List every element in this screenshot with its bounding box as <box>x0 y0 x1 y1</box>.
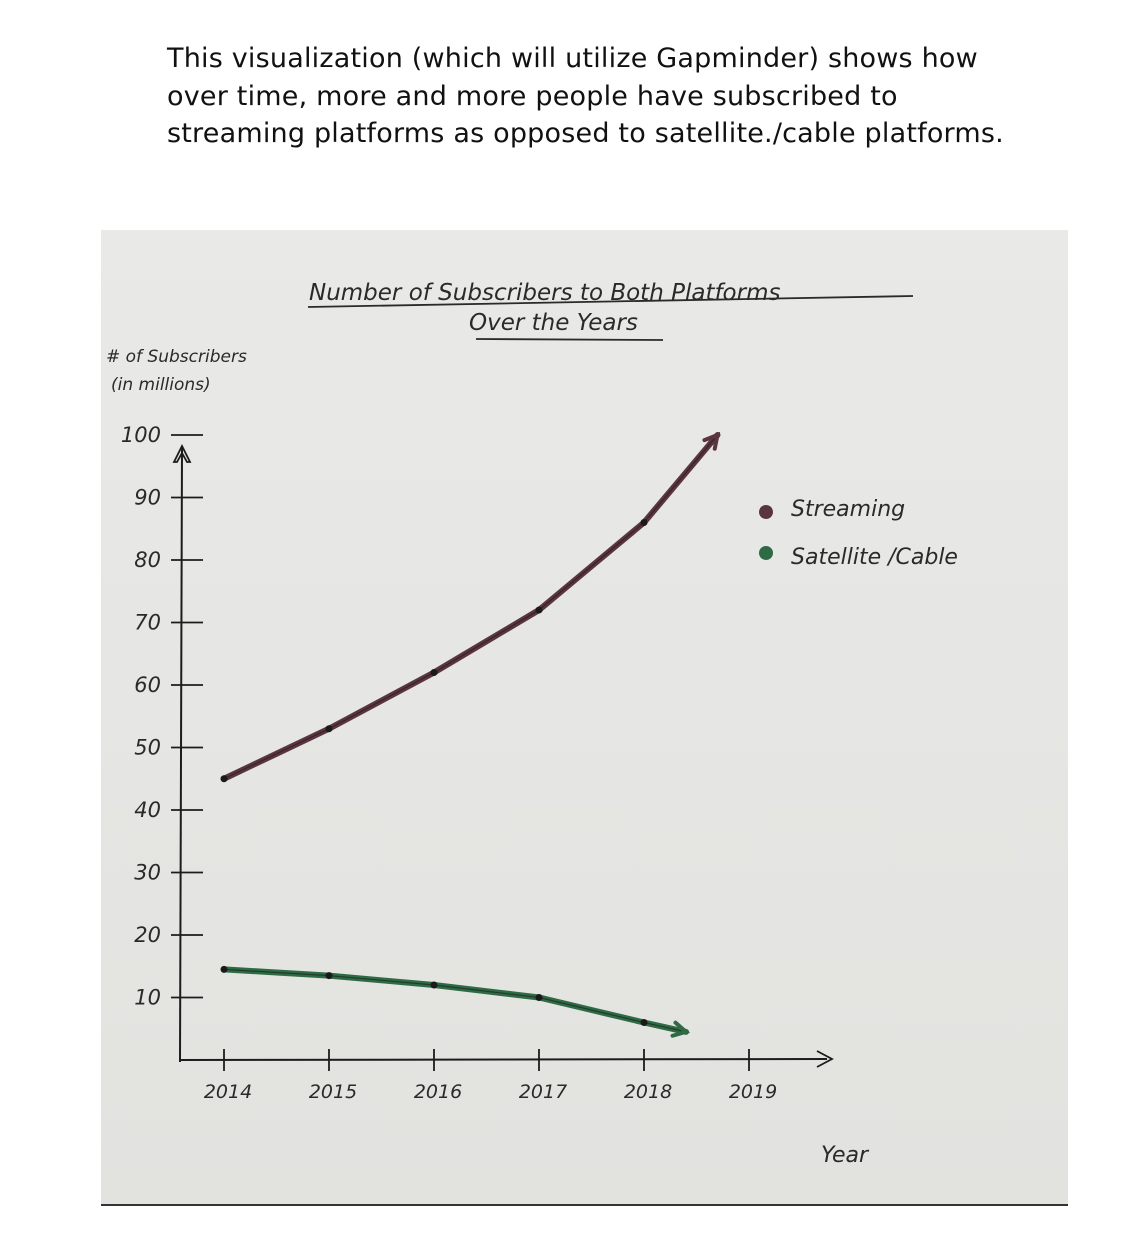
y-axis-label-line2: (in millions) <box>111 375 211 395</box>
y-tick-label-80: 80 <box>134 548 161 572</box>
x-tick-label-2017: 2017 <box>519 1081 567 1103</box>
title-underline-2 <box>475 338 664 341</box>
y-tick-label-10: 10 <box>134 986 161 1010</box>
legend-label-streaming: Streaming <box>791 497 905 522</box>
y-tick-label-100: 100 <box>121 423 161 447</box>
series-arrowhead-satellite-cable <box>670 1020 691 1038</box>
y-tick-label-40: 40 <box>134 798 161 822</box>
y-tick-label-60: 60 <box>134 673 161 697</box>
point-satellite-cable-2016 <box>430 981 438 989</box>
y-axis <box>179 447 183 1063</box>
point-streaming-2016 <box>430 669 438 676</box>
series-lines <box>220 431 721 1038</box>
point-satellite-cable-2014 <box>220 965 228 973</box>
x-axis-label: Year <box>821 1143 870 1168</box>
chart-title-line1: Number of Subscribers to Both Platforms <box>309 280 780 306</box>
x-tick-label-2018: 2018 <box>624 1081 672 1103</box>
y-tick-label-30: 30 <box>134 861 161 885</box>
y-tick-label-20: 20 <box>134 923 161 947</box>
series-arrowhead-streaming <box>702 431 721 451</box>
legend-dot-satellite-cable <box>759 546 773 560</box>
legend-label-satellite-cable: Satellite /Cable <box>791 545 958 570</box>
series-outline-streaming <box>223 434 718 780</box>
point-streaming-2014 <box>220 775 228 783</box>
x-tick-label-2015: 2015 <box>309 1081 357 1103</box>
x-axis-arrowhead <box>816 1050 834 1068</box>
legend-dot-streaming <box>759 505 773 519</box>
chart-title-line2: Over the Years <box>469 310 638 336</box>
y-tick-label-50: 50 <box>134 736 161 760</box>
title-underline-1 <box>307 295 914 308</box>
point-streaming-2015 <box>325 725 333 733</box>
point-satellite-cable-2017 <box>535 994 543 1001</box>
point-satellite-cable-2015 <box>325 972 333 980</box>
legend: Streaming Satellite /Cable <box>759 497 958 570</box>
x-ticks: 2014 2015 2016 2017 2018 2019 <box>204 1049 777 1103</box>
point-streaming-2018 <box>640 519 648 526</box>
x-axis <box>179 1058 828 1061</box>
y-ticks: 10 20 30 40 50 60 70 80 90 100 <box>121 423 203 1010</box>
chart-photo: Number of Subscribers to Both Platforms … <box>101 230 1068 1206</box>
y-tick-label-70: 70 <box>134 611 161 635</box>
y-axis-label-line1: # of Subscribers <box>106 347 247 367</box>
point-satellite-cable-2018 <box>640 1019 648 1026</box>
caption-text: This visualization (which will utilize G… <box>167 43 1004 149</box>
x-tick-label-2019: 2019 <box>729 1081 777 1103</box>
point-streaming-2017 <box>535 606 543 614</box>
y-axis-arrowhead <box>172 443 192 463</box>
chart-svg: Number of Subscribers to Both Platforms … <box>106 280 958 1168</box>
series-line-streaming <box>221 432 721 782</box>
y-tick-label-90: 90 <box>134 486 161 510</box>
x-tick-label-2016: 2016 <box>414 1081 462 1103</box>
series-line-satellite-cable <box>221 966 689 1035</box>
x-tick-label-2014: 2014 <box>204 1081 252 1103</box>
series-outline-satellite-cable <box>223 968 687 1033</box>
